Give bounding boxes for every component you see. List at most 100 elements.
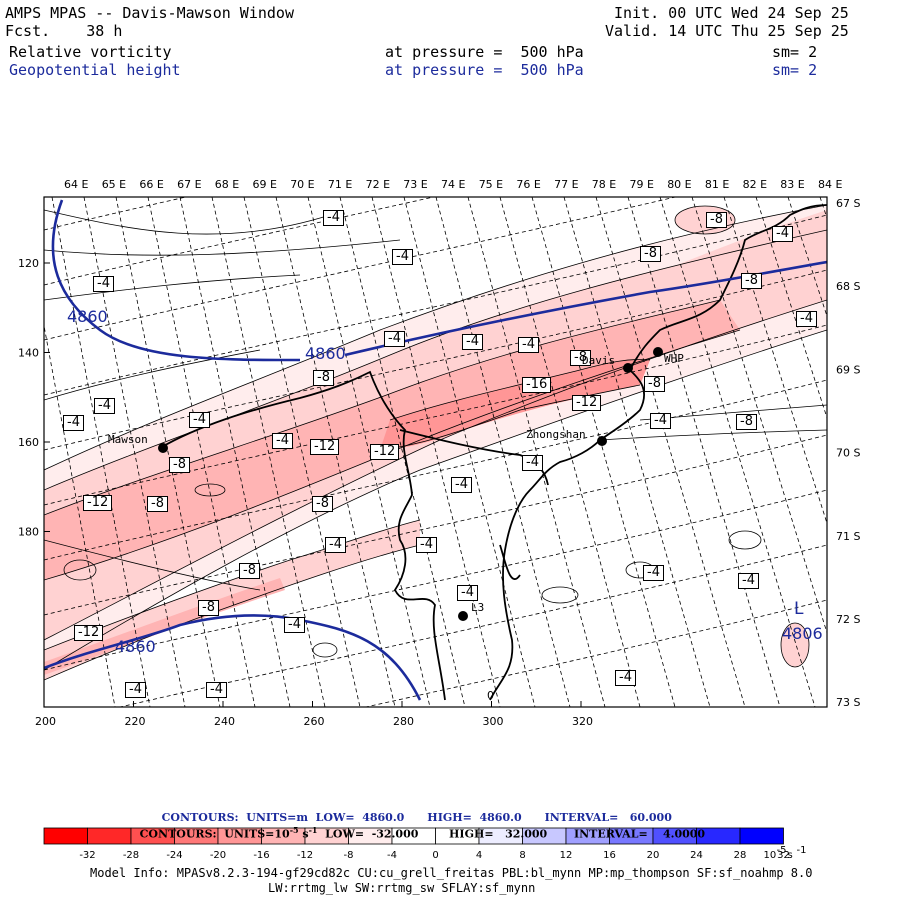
vorticity-contour-label: -4 bbox=[518, 337, 539, 353]
vorticity-contour-label: -8 bbox=[239, 563, 260, 579]
vorticity-contour-label: -4 bbox=[462, 334, 483, 350]
field1-level: at pressure = 500 hPa bbox=[385, 43, 584, 61]
longitude-line bbox=[659, 197, 816, 707]
longitude-label: 77 E bbox=[554, 178, 578, 191]
colorbar-tick-label: -12 bbox=[297, 850, 313, 861]
axis-ticks bbox=[43, 262, 582, 707]
contour-zero-label: 0 bbox=[487, 689, 494, 702]
vorticity-contour-label: -4 bbox=[125, 682, 146, 698]
vorticity-contour-label: -12 bbox=[370, 444, 400, 460]
vorticity-contour-label: -8 bbox=[736, 414, 757, 430]
height-label-4860: 4860 bbox=[115, 637, 156, 656]
longitude-line bbox=[595, 197, 746, 707]
field2-smoothing: sm= 2 bbox=[772, 61, 818, 79]
contour-loop bbox=[312, 642, 338, 658]
coastline-path bbox=[159, 370, 446, 701]
vorticity-contour-label: -8 bbox=[570, 350, 591, 366]
colorbar-tick-label: 12 bbox=[560, 850, 573, 861]
latitude-label: 72 S bbox=[836, 613, 860, 626]
vorticity-interval: INTERVAL= 4.0000 bbox=[573, 827, 706, 841]
latitude-label: 71 S bbox=[836, 530, 860, 543]
colorbar-unit-exp: -5 bbox=[777, 845, 787, 856]
geopotential-height-contours bbox=[44, 199, 827, 701]
longitude-line bbox=[531, 197, 676, 707]
contour-line bbox=[44, 519, 421, 651]
latitude-line bbox=[44, 489, 827, 671]
longitude-label: 80 E bbox=[667, 178, 691, 191]
field2-name: Geopotential height bbox=[9, 61, 181, 79]
colorbar-tick-label: -20 bbox=[210, 850, 226, 861]
model-info-line1: Model Info: MPASv8.2.3-194-gf29cd82c CU:… bbox=[90, 866, 813, 880]
vorticity-units-unit: s bbox=[298, 827, 309, 841]
y-tick-label: 160 bbox=[18, 436, 39, 449]
longitude-label: 82 E bbox=[743, 178, 767, 191]
vorticity-contour-label: -8 bbox=[312, 496, 333, 512]
station-name-davis: Davis bbox=[582, 354, 616, 367]
contour-line bbox=[379, 384, 641, 451]
vorticity-contour-label: -8 bbox=[644, 376, 665, 392]
contour-loop bbox=[194, 483, 226, 497]
vorticity-contour-label: -4 bbox=[323, 210, 344, 226]
longitude-label: 65 E bbox=[102, 178, 126, 191]
vorticity-contour-label: -4 bbox=[325, 537, 346, 553]
longitude-line bbox=[723, 197, 827, 525]
vorticity-contour-label: -4 bbox=[384, 331, 405, 347]
vorticity-high: HIGH= 32.000 bbox=[449, 827, 548, 841]
contour-line bbox=[44, 209, 331, 235]
vorticity-band-16 bbox=[380, 359, 650, 450]
vorticity-contour-label: -8 bbox=[198, 600, 219, 616]
coastline bbox=[159, 204, 827, 701]
vorticity-contour-label: -4 bbox=[457, 585, 478, 601]
latitude-line bbox=[44, 324, 827, 506]
contour-loop bbox=[728, 530, 762, 550]
height-label-4860: 4860 bbox=[305, 344, 346, 363]
valid-time: Valid. 14 UTC Thu 25 Sep 25 bbox=[605, 22, 849, 40]
vorticity-contour-label: -4 bbox=[615, 670, 636, 686]
colorbar-box bbox=[87, 827, 132, 845]
colorbar-tick-label: 32 bbox=[777, 850, 790, 861]
latitude-label: 68 S bbox=[836, 280, 860, 293]
vorticity-contour-label: -4 bbox=[392, 249, 413, 265]
longitude-label: 81 E bbox=[705, 178, 729, 191]
vorticity-band-north bbox=[560, 210, 827, 335]
longitude-label: 76 E bbox=[516, 178, 540, 191]
longitude-label: 75 E bbox=[479, 178, 503, 191]
longitude-label: 69 E bbox=[253, 178, 277, 191]
x-tick-label: 220 bbox=[125, 715, 146, 728]
contour-line bbox=[44, 299, 721, 516]
longitude-line bbox=[403, 197, 536, 707]
vorticity-contour-label: -4 bbox=[650, 413, 671, 429]
height-contour-info: CONTOURS: UNITS=m LOW= 4860.0 HIGH= 4860… bbox=[154, 798, 672, 824]
colorbar-tick-label: 20 bbox=[647, 850, 660, 861]
station-name-mawson: Mawson bbox=[108, 433, 148, 446]
vorticity-contour-label: -4 bbox=[772, 226, 793, 242]
latitude-line bbox=[44, 197, 436, 286]
vorticity-contour-label: -4 bbox=[189, 412, 210, 428]
colorbar-unit-sexp: -1 bbox=[797, 845, 807, 856]
vorticity-band-south-inner bbox=[44, 578, 285, 675]
graticule bbox=[44, 197, 827, 707]
x-tick-label: 260 bbox=[304, 715, 325, 728]
latitude-label: 69 S bbox=[836, 363, 860, 376]
contour-line bbox=[44, 229, 827, 491]
colorbar-tick-label: 8 bbox=[519, 850, 525, 861]
colorbar-tick-label: -28 bbox=[123, 850, 139, 861]
height-label-4806: 4806 bbox=[782, 624, 823, 643]
contour-line bbox=[389, 359, 651, 421]
station-marker-davis bbox=[623, 363, 633, 373]
longitude-label: 64 E bbox=[64, 178, 88, 191]
longitude-line bbox=[307, 197, 431, 707]
station-name-l3: L3 bbox=[471, 601, 485, 614]
longitude-line bbox=[147, 197, 256, 707]
x-tick-label: 200 bbox=[35, 715, 56, 728]
vorticity-contour-label: -4 bbox=[796, 311, 817, 327]
height-interval: INTERVAL= 60.000 bbox=[544, 811, 672, 824]
station-marker-zhongshan bbox=[597, 436, 607, 446]
colorbar-tick-label: 4 bbox=[476, 850, 482, 861]
contour-line bbox=[44, 274, 301, 301]
latitude-line bbox=[44, 434, 827, 616]
longitude-line bbox=[243, 197, 361, 707]
vorticity-contour-label: -4 bbox=[93, 276, 114, 292]
colorbar-unit: 10 bbox=[764, 850, 777, 861]
field2-level: at pressure = 500 hPa bbox=[385, 61, 584, 79]
